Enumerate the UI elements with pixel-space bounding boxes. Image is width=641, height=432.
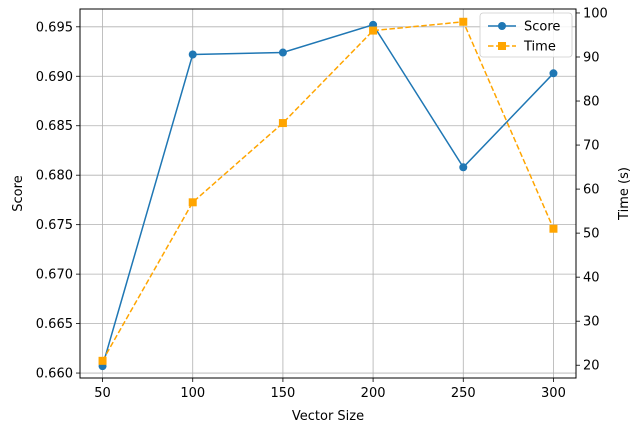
grid xyxy=(80,9,576,378)
data-point-score xyxy=(549,69,558,78)
y-tick-label: 0.660 xyxy=(36,367,73,382)
legend-marker-score xyxy=(498,22,506,30)
x-axis-label: Vector Size xyxy=(292,409,364,424)
y2-tick-label: 70 xyxy=(583,139,600,154)
y-axis-label: Score xyxy=(11,175,26,211)
y2-tick-label: 30 xyxy=(583,315,600,330)
y-tick-label: 0.690 xyxy=(36,70,73,85)
series-layer xyxy=(98,17,558,371)
data-point-time xyxy=(369,26,378,35)
y2-tick-label: 80 xyxy=(583,95,600,110)
series-line-score xyxy=(101,23,555,367)
x-tick-label: 200 xyxy=(361,386,386,401)
legend-marker-time xyxy=(498,42,506,50)
x-axis: 50 100 150 200 250 300 xyxy=(94,378,566,401)
data-point-time xyxy=(459,17,468,26)
data-point-score xyxy=(459,163,468,172)
legend: Score Time xyxy=(479,12,573,58)
x-tick-label: 100 xyxy=(180,386,205,401)
plot-frame xyxy=(79,8,577,379)
y-axis-right: 20 30 40 50 60 70 80 90 100 xyxy=(576,6,608,374)
data-point-time xyxy=(188,198,197,207)
data-point-score xyxy=(278,48,287,57)
x-tick-label: 250 xyxy=(451,386,476,401)
y2-tick-label: 50 xyxy=(583,227,600,242)
y2-axis-label: Time (s) xyxy=(617,167,632,221)
y-tick-label: 0.675 xyxy=(36,218,73,233)
y2-tick-label: 100 xyxy=(583,6,608,21)
legend-label-score: Score xyxy=(524,20,560,35)
y2-tick-label: 60 xyxy=(583,183,600,198)
x-tick-label: 300 xyxy=(541,386,566,401)
series-line-time xyxy=(101,21,555,362)
y-tick-label: 0.665 xyxy=(36,317,73,332)
y-tick-label: 0.695 xyxy=(36,20,73,35)
legend-label-time: Time xyxy=(523,40,556,55)
y-tick-label: 0.685 xyxy=(36,119,73,134)
x-tick-label: 50 xyxy=(94,386,111,401)
y2-tick-label: 40 xyxy=(583,271,600,286)
data-point-score xyxy=(188,50,197,59)
data-point-time xyxy=(549,224,558,233)
x-tick-label: 150 xyxy=(270,386,295,401)
data-point-time xyxy=(278,119,287,128)
y2-tick-label: 90 xyxy=(583,50,600,65)
y-tick-label: 0.680 xyxy=(36,169,73,184)
data-point-time xyxy=(98,356,107,365)
y2-tick-label: 20 xyxy=(583,359,600,374)
y-tick-label: 0.670 xyxy=(36,268,73,283)
y-axis-left: 0.660 0.665 0.670 0.675 0.680 0.685 0.690 0.695 xyxy=(36,20,80,382)
